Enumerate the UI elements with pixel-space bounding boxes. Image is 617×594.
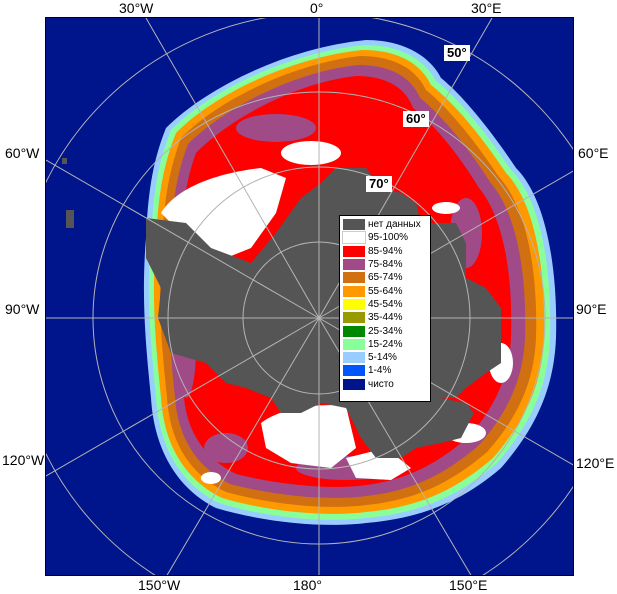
no-data-patch (62, 158, 67, 164)
lat-label-50: 50° (444, 45, 470, 61)
meridian-30w (145, 18, 320, 319)
meridian-150w (166, 317, 320, 575)
legend-item: 95-100% (342, 231, 427, 245)
map-frame (45, 17, 574, 576)
lon-label-60w: 60°W (5, 145, 40, 161)
lon-label-120e: 120°E (576, 455, 615, 471)
meridian-60w (46, 159, 320, 319)
graticule (46, 18, 573, 575)
legend-swatch (343, 285, 365, 297)
lon-label-150e: 150°E (449, 577, 488, 593)
legend-item: 55-64% (343, 284, 427, 297)
ice-patch-white (201, 472, 221, 484)
legend-item: 75-84% (343, 258, 427, 271)
lon-label-180: 180° (293, 577, 322, 593)
no-data-patch (66, 210, 74, 228)
legend-label: 95-100% (368, 232, 409, 244)
legend-item: чисто (343, 378, 427, 391)
ice-patch-white (281, 141, 341, 165)
legend-label: нет данных (368, 219, 421, 231)
legend-label: 85-94% (368, 245, 403, 257)
ice-patch-purple (204, 433, 248, 463)
legend-item: 35-44% (343, 311, 427, 324)
ice-patch-white (432, 202, 460, 214)
lon-label-90w: 90°W (5, 301, 40, 317)
legend-item: 65-74% (343, 271, 427, 284)
legend-label: чисто (368, 378, 394, 390)
legend-item: 45-54% (343, 298, 427, 311)
legend-label: 35-44% (368, 312, 403, 324)
lon-label-60e: 60°E (578, 145, 609, 161)
legend-label: 1-4% (368, 365, 392, 377)
ice-patch-white (261, 405, 356, 468)
legend-label: 25-34% (368, 325, 403, 337)
meridian-120w (46, 317, 320, 477)
legend-swatch (343, 312, 365, 324)
lon-label-90e: 90°E (576, 301, 607, 317)
legend-label: 5-14% (368, 352, 397, 364)
legend-item: 15-24% (343, 338, 427, 351)
legend-swatch (343, 338, 365, 350)
legend-swatch (343, 272, 365, 284)
lon-label-30e: 30°E (471, 0, 502, 16)
legend-swatch (343, 352, 365, 364)
lat-label-70: 70° (366, 176, 392, 192)
lat-label-60: 60° (403, 111, 429, 127)
legend-swatch (342, 231, 366, 245)
legend-item: 5-14% (343, 351, 427, 364)
legend-swatch (343, 219, 365, 231)
legend-swatch (343, 245, 365, 257)
legend-label: 65-74% (368, 272, 403, 284)
concentration-legend: нет данных 95-100% 85-94% 75-84% 65-74% 55-64… (339, 215, 431, 402)
legend-label: 75-84% (368, 259, 403, 271)
lon-label-30w: 30°W (119, 0, 154, 16)
legend-label: 45-54% (368, 298, 403, 310)
legend-swatch (343, 259, 365, 271)
ice-patch-purple (236, 114, 316, 142)
legend-label: 15-24% (368, 338, 403, 350)
legend-swatch (343, 325, 365, 337)
lon-label-150w: 150°W (138, 577, 181, 593)
legend-item: 85-94% (343, 245, 427, 258)
sea-ice-map (46, 18, 573, 575)
lon-label-0: 0° (310, 0, 324, 16)
legend-swatch (343, 298, 365, 310)
legend-item: нет данных (343, 218, 427, 231)
legend-item: 25-34% (343, 324, 427, 337)
legend-label: 55-64% (368, 285, 403, 297)
lon-label-120w: 120°W (2, 452, 45, 468)
legend-swatch (343, 365, 365, 377)
legend-item: 1-4% (343, 364, 427, 377)
legend-swatch (343, 378, 365, 390)
